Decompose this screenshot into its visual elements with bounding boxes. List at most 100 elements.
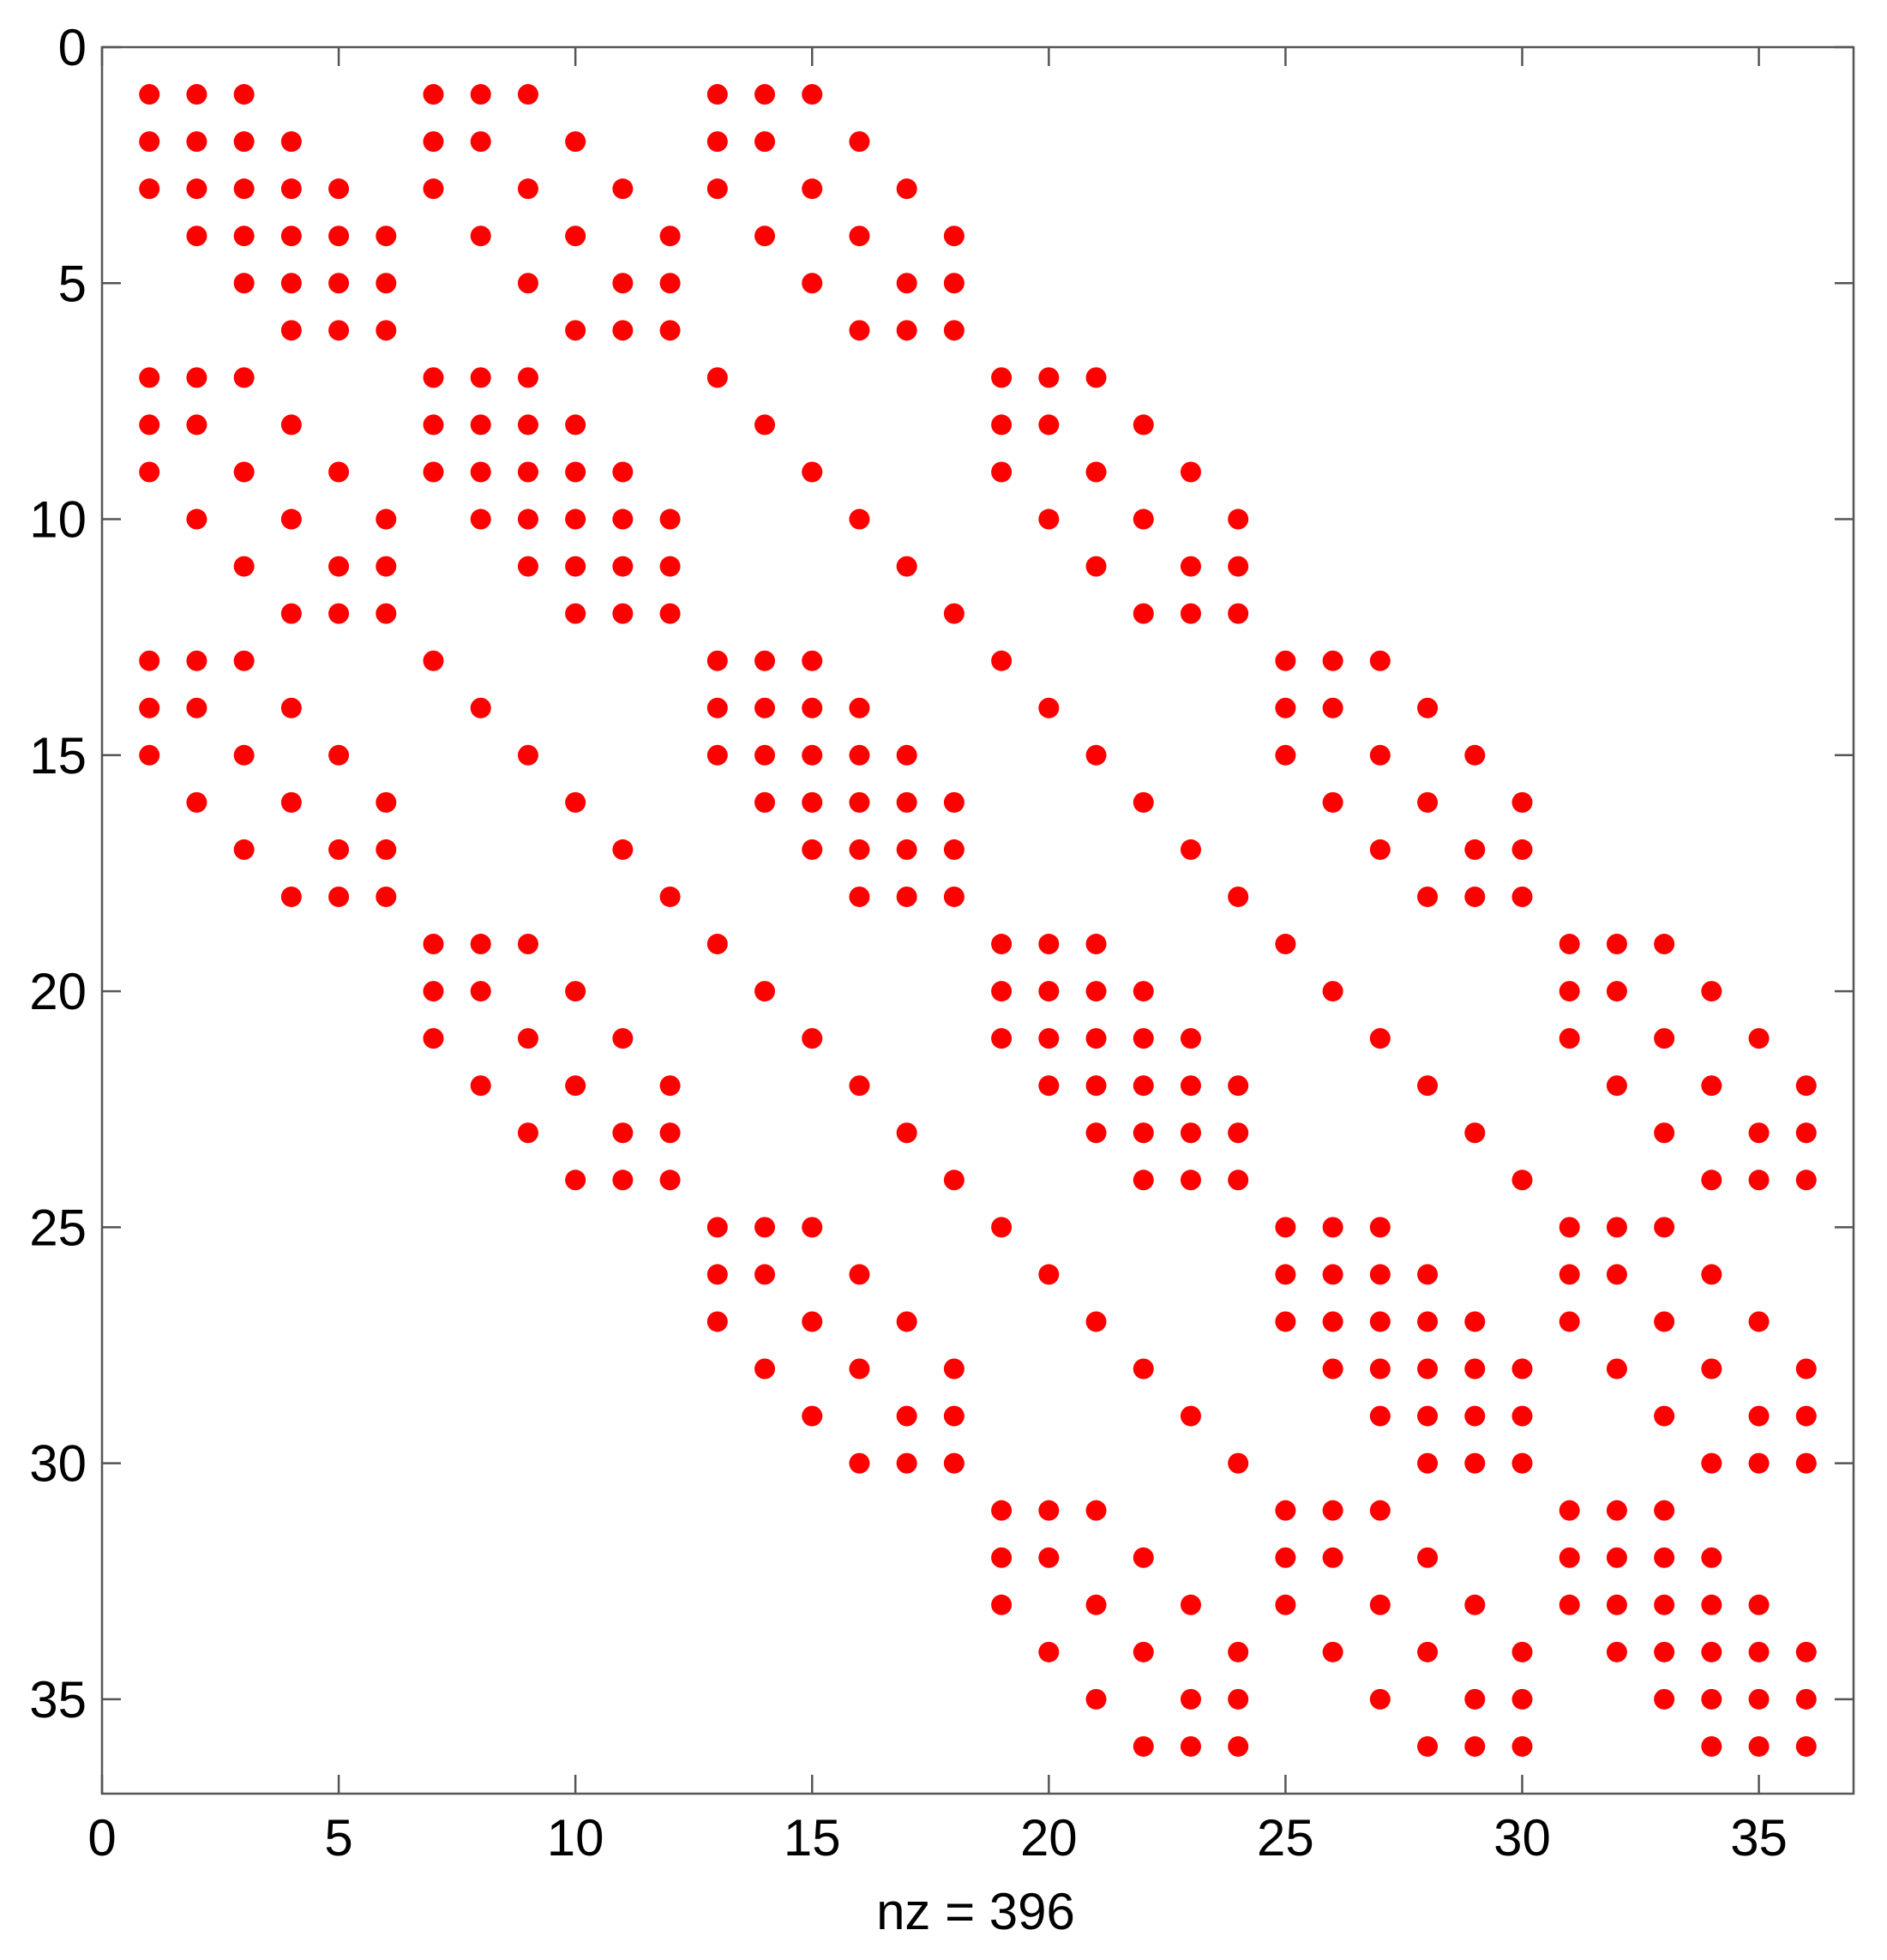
nonzero-dot — [1654, 1311, 1675, 1332]
y-tick-label: 25 — [29, 1199, 87, 1256]
nonzero-dot — [1038, 1075, 1060, 1097]
nonzero-dot — [565, 1075, 586, 1097]
nonzero-dot — [849, 886, 870, 907]
nonzero-dot — [1038, 1641, 1060, 1662]
nonzero-dot — [139, 178, 160, 200]
nonzero-dot — [802, 791, 823, 813]
nonzero-dot — [612, 178, 634, 200]
nonzero-dot — [186, 414, 207, 436]
nonzero-dot — [1606, 1075, 1627, 1097]
nonzero-dot — [1038, 1547, 1060, 1568]
nonzero-dot — [612, 1169, 634, 1191]
nonzero-dot — [1180, 556, 1201, 577]
nonzero-dot — [280, 886, 302, 907]
nonzero-dot — [612, 461, 634, 483]
nonzero-dot — [1085, 1075, 1107, 1097]
nonzero-dot — [1559, 1547, 1580, 1568]
nonzero-dot — [1701, 1688, 1722, 1710]
nonzero-dot — [186, 697, 207, 718]
nonzero-dot — [1606, 1500, 1627, 1521]
nonzero-dot — [1228, 1641, 1249, 1662]
nonzero-dot — [706, 178, 728, 200]
nonzero-dot — [328, 886, 350, 907]
nonzero-dot — [1417, 791, 1439, 813]
nonzero-dot — [1133, 1122, 1154, 1144]
nonzero-dot — [1322, 697, 1343, 718]
nonzero-dot — [328, 556, 350, 577]
nonzero-dot — [896, 556, 917, 577]
nonzero-dot — [1559, 1594, 1580, 1615]
nonzero-dot — [1038, 697, 1060, 718]
nonzero-dot — [186, 508, 207, 530]
nonzero-dot — [849, 791, 870, 813]
nonzero-dot — [1654, 1405, 1675, 1427]
nonzero-dot — [706, 1264, 728, 1285]
nonzero-dot — [186, 791, 207, 813]
nonzero-dot — [517, 1028, 538, 1049]
nonzero-dot — [1085, 1500, 1107, 1521]
nonzero-dot — [1417, 1311, 1439, 1332]
x-tick-label: 0 — [87, 1809, 116, 1867]
nonzero-dot — [802, 461, 823, 483]
nonzero-dot — [896, 1122, 917, 1144]
nonzero-dot — [943, 273, 965, 294]
nonzero-dot — [1559, 934, 1580, 955]
nonzero-dot — [139, 84, 160, 105]
nonzero-dot — [517, 556, 538, 577]
nonzero-dot — [754, 744, 776, 766]
nonzero-dot — [1559, 1264, 1580, 1285]
nonzero-dot — [1180, 603, 1201, 624]
nonzero-dot — [1701, 1452, 1722, 1474]
nonzero-dot — [1701, 1075, 1722, 1097]
nonzero-dot — [1654, 1547, 1675, 1568]
nonzero-dot — [991, 1500, 1013, 1521]
nonzero-dot — [706, 1217, 728, 1238]
nonzero-dot — [1133, 1358, 1154, 1380]
nonzero-dot — [233, 367, 255, 388]
nonzero-dot — [1228, 886, 1249, 907]
nonzero-dot — [233, 131, 255, 153]
nonzero-dot — [1511, 839, 1533, 860]
nonzero-dot — [612, 508, 634, 530]
nonzero-dot — [139, 414, 160, 436]
plot-area — [100, 45, 1855, 1795]
nonzero-dot — [1606, 1217, 1627, 1238]
nonzero-dot — [1228, 1122, 1249, 1144]
nonzero-dot — [1464, 744, 1486, 766]
nonzero-dot — [376, 320, 397, 341]
nonzero-dot — [328, 320, 350, 341]
nonzero-dot — [1038, 934, 1060, 955]
nonzero-dot — [1701, 1641, 1722, 1662]
nonzero-dot — [802, 84, 823, 105]
nonzero-dot — [1322, 1217, 1343, 1238]
nonzero-dot — [991, 461, 1013, 483]
nonzero-dot — [1275, 1264, 1296, 1285]
nonzero-dot — [1228, 508, 1249, 530]
nonzero-dot — [1417, 697, 1439, 718]
nonzero-dot — [1511, 1169, 1533, 1191]
nonzero-dot — [565, 320, 586, 341]
nonzero-dot — [1654, 1688, 1675, 1710]
nonzero-dot — [896, 178, 917, 200]
nonzero-dot — [565, 414, 586, 436]
nonzero-dot — [1085, 934, 1107, 955]
nonzero-dot — [470, 934, 491, 955]
nonzero-dot — [802, 744, 823, 766]
nonzero-dot — [802, 1028, 823, 1049]
nonzero-dot — [470, 461, 491, 483]
nonzero-dot — [754, 131, 776, 153]
nonzero-dot — [1795, 1075, 1817, 1097]
nonzero-dot — [612, 556, 634, 577]
nonzero-dot — [1369, 1594, 1391, 1615]
nonzero-dot — [517, 178, 538, 200]
nonzero-dot — [1275, 1311, 1296, 1332]
y-tick-label: 30 — [29, 1435, 87, 1493]
nonzero-dot — [186, 131, 207, 153]
nonzero-dot — [943, 225, 965, 247]
nonzero-dot — [849, 508, 870, 530]
nonzero-dot — [328, 744, 350, 766]
nonzero-dot — [139, 461, 160, 483]
nonzero-dot — [565, 791, 586, 813]
nonzero-dot — [991, 1547, 1013, 1568]
nonzero-dot — [1275, 1547, 1296, 1568]
